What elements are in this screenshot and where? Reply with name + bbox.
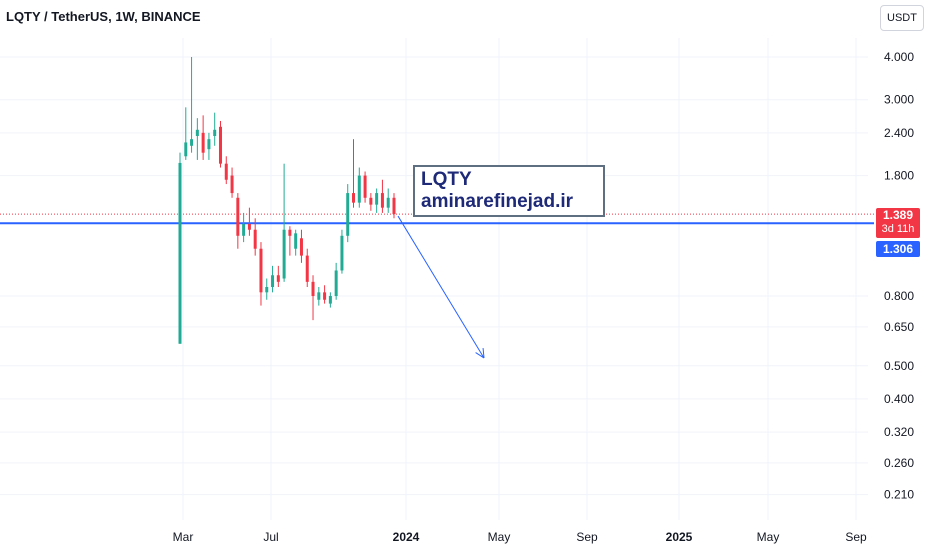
y-tick-label: 2.400 [884, 126, 914, 140]
x-tick-label: May [757, 530, 780, 544]
candle-body [184, 142, 188, 157]
x-tick-label: Sep [576, 530, 598, 544]
x-tick-label: 2024 [393, 530, 420, 544]
y-tick-label: 0.320 [884, 425, 914, 439]
candle-body [178, 162, 182, 344]
y-tick-label: 0.650 [884, 320, 914, 334]
symbol-title[interactable]: LQTY / TetherUS, 1W, BINANCE [6, 9, 201, 24]
candle-body [265, 286, 269, 293]
y-tick-label: 0.210 [884, 488, 914, 502]
candle-body [282, 229, 286, 279]
annotation-box[interactable]: LQTY aminarefinejad.ir [413, 165, 605, 217]
candle-body [190, 139, 194, 146]
y-tick-label: 4.000 [884, 50, 914, 64]
y-tick-label: 3.000 [884, 93, 914, 107]
bar-countdown: 3d 11h [881, 223, 915, 235]
x-tick-label: May [488, 530, 511, 544]
x-tick-label: Jul [263, 530, 278, 544]
x-tick-label: Mar [173, 530, 194, 544]
annotation-line-1: LQTY [421, 169, 472, 190]
candle-body [271, 275, 275, 287]
candle-body [328, 296, 332, 304]
x-tick-label: 2025 [666, 530, 693, 544]
candle-body [294, 233, 298, 249]
candle-body [253, 229, 257, 249]
candle-body [236, 197, 240, 236]
candle-body [317, 292, 321, 300]
y-tick-label: 1.800 [884, 169, 914, 183]
projection-arrow-line [397, 215, 485, 359]
candle-body [288, 229, 292, 236]
candle-body [224, 163, 228, 180]
last-price-value: 1.389 [882, 208, 914, 222]
candle-body [380, 193, 384, 208]
currency-button[interactable]: USDT [880, 5, 924, 31]
candle-body [392, 197, 396, 215]
candle-body [201, 132, 205, 153]
candle-body [247, 223, 251, 230]
candle-body [218, 126, 222, 164]
candle-body [346, 193, 350, 236]
candle-body [363, 175, 367, 198]
candle-body [311, 281, 315, 297]
y-tick-label: 0.500 [884, 359, 914, 373]
candle-body [357, 175, 361, 203]
candle-body [230, 175, 234, 194]
candle-body [195, 129, 199, 136]
y-tick-label: 0.260 [884, 456, 914, 470]
projection-arrow-head [482, 347, 485, 359]
candle-body [340, 235, 344, 271]
candle-body [375, 193, 379, 205]
candle-body [323, 292, 327, 300]
y-tick-label: 0.800 [884, 289, 914, 303]
candle-body [207, 139, 211, 150]
horizontal-line-price-tag: 1.306 [876, 241, 920, 257]
candle-body [242, 223, 246, 236]
candle-body [334, 270, 338, 297]
candle-body [276, 275, 280, 282]
candle-body [305, 255, 309, 282]
x-tick-label: Sep [845, 530, 867, 544]
candle-body [213, 129, 217, 136]
candle-body [259, 248, 263, 293]
candle-body [369, 197, 373, 205]
annotation-line-2: aminarefinejad.ir [421, 191, 574, 212]
projection-arrow-head [475, 352, 485, 359]
candle-body [352, 193, 356, 203]
candle-body [299, 238, 303, 256]
last-price-tag: 1.389 3d 11h [876, 208, 920, 238]
candle-body [386, 197, 390, 208]
y-tick-label: 0.400 [884, 392, 914, 406]
